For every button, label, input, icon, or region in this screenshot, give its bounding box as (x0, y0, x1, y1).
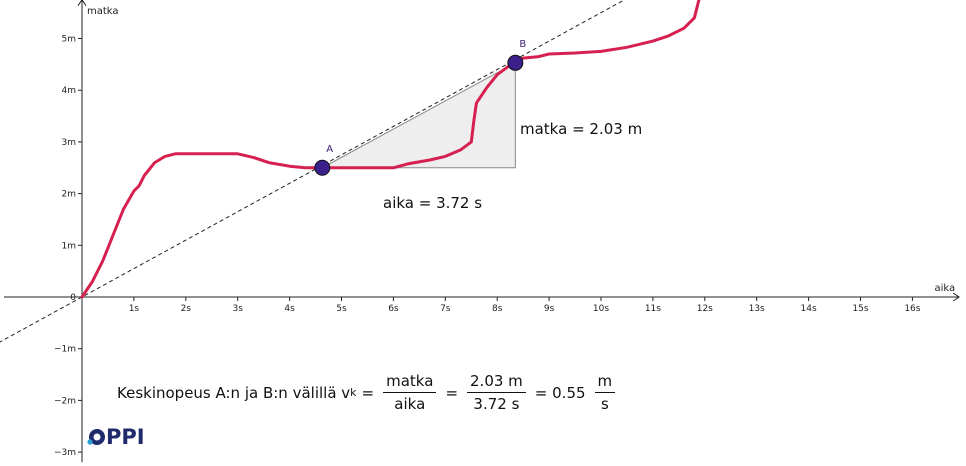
oppi-logo-icon (87, 429, 105, 445)
x-tick-label: 8s (492, 304, 503, 314)
x-tick-label: 10s (593, 304, 609, 314)
y-tick-label: 2m (62, 190, 77, 200)
fraction-numerator: 2.03 m (467, 372, 526, 393)
fraction-values: 2.03 m 3.72 s (467, 372, 526, 413)
x-axis-arrow (952, 292, 961, 302)
x-tick-label: 13s (749, 304, 765, 314)
point-a (314, 159, 331, 176)
x-tick-label: 15s (852, 304, 868, 314)
distance-curve (80, 0, 701, 299)
formula-result: = 0.55 (534, 383, 586, 402)
formula-subscript: k (350, 386, 357, 399)
x-tick-label: 2s (181, 304, 192, 314)
y-tick-label: −3m (54, 448, 76, 458)
delta-x-label: aika = 3.72 s (383, 194, 482, 212)
formula-eq1: = (361, 383, 375, 402)
secant-line (0, 0, 626, 343)
x-tick-label: 5s (336, 304, 347, 314)
point-label-b: B (519, 39, 526, 50)
point-b (507, 54, 524, 71)
x-tick-label: 16s (904, 304, 920, 314)
fraction-denominator: aika (394, 395, 426, 413)
origin-label: 0 (70, 293, 76, 303)
y-tick-label: 3m (62, 138, 77, 148)
x-tick-label: 6s (388, 304, 399, 314)
x-tick-label: 9s (544, 304, 555, 314)
x-axis-title: aika (934, 283, 955, 294)
y-axis-arrow (77, 0, 87, 7)
x-tick-label: 11s (645, 304, 661, 314)
y-tick-label: −1m (54, 345, 76, 355)
y-axis-title: matka (87, 6, 119, 17)
formula-prefix: Keskinopeus A:n ja B:n välillä v (117, 383, 351, 402)
delta-y-label: matka = 2.03 m (520, 120, 642, 138)
fraction-matka-aika: matka aika (383, 372, 437, 413)
x-tick-label: 7s (440, 304, 451, 314)
formula-eq2: = (445, 383, 459, 402)
fraction-denominator: 3.72 s (473, 395, 520, 413)
x-tick-label: 12s (697, 304, 713, 314)
y-tick-label: −2m (54, 396, 76, 406)
oppi-logo-text: PPI (106, 425, 145, 449)
fraction-denominator: s (600, 395, 609, 413)
y-tick-label: 1m (62, 241, 77, 251)
slope-triangle (322, 61, 516, 169)
point-label-a: A (326, 144, 333, 155)
x-tick-label: 4s (284, 304, 295, 314)
x-tick-label: 3s (232, 304, 243, 314)
x-tick-label: 14s (801, 304, 817, 314)
fraction-numerator: m (594, 372, 616, 393)
fraction-numerator: matka (383, 372, 437, 393)
y-tick-label: 5m (62, 35, 77, 45)
oppi-logo: PPI (87, 425, 145, 449)
y-tick-label: 4m (62, 86, 77, 96)
x-tick-label: 1s (129, 304, 140, 314)
fraction-units: m s (594, 372, 616, 413)
